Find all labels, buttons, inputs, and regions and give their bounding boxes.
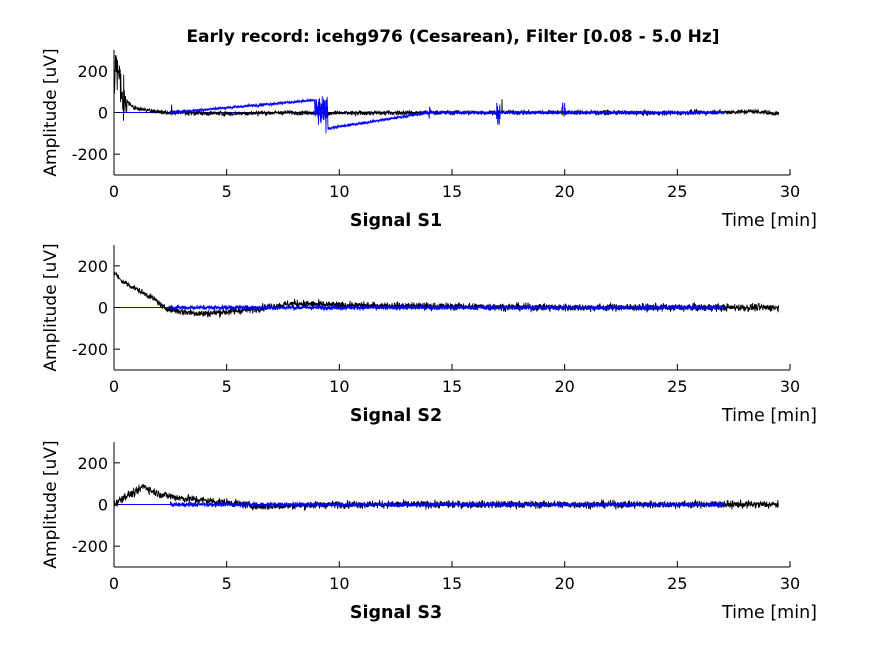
x-tick-label: 0 (109, 377, 119, 396)
x-tick-label: 10 (329, 182, 349, 201)
x-tick-label: 5 (222, 377, 232, 396)
series-line-raw (114, 483, 780, 511)
x-tick-label: 30 (780, 574, 800, 593)
y-tick-label: 200 (77, 257, 108, 276)
x-tick-label: 30 (780, 377, 800, 396)
y-tick-label: 0 (98, 496, 108, 515)
series-line-filtered (169, 96, 725, 134)
x-tick-label: 15 (442, 377, 462, 396)
y-axis-label: Amplitude [uV] (41, 48, 61, 176)
x-tick-label: 10 (329, 574, 349, 593)
y-tick-label: 200 (77, 62, 108, 81)
x-tick-label: 30 (780, 182, 800, 201)
y-axis-label: Amplitude [uV] (41, 440, 61, 568)
series-line-raw (114, 55, 780, 121)
plot-area (114, 483, 780, 511)
x-tick-label: 25 (667, 377, 687, 396)
x-tick-label: 15 (442, 182, 462, 201)
y-tick-label: 200 (77, 454, 108, 473)
y-tick-label: -200 (72, 145, 108, 164)
x-axis-label: Time [min] (721, 406, 817, 426)
x-tick-label: 5 (222, 574, 232, 593)
x-axis-label: Time [min] (721, 211, 817, 231)
y-axis-label: Amplitude [uV] (41, 243, 61, 371)
subplot-label: Signal S3 (350, 603, 442, 623)
x-tick-label: 0 (109, 182, 119, 201)
series-line-filtered (169, 303, 725, 312)
plot-area (114, 271, 780, 318)
x-tick-label: 20 (554, 377, 574, 396)
x-tick-label: 5 (222, 182, 232, 201)
y-tick-label: 0 (98, 104, 108, 123)
series-line-raw (114, 271, 780, 318)
x-tick-label: 20 (554, 574, 574, 593)
x-tick-label: 25 (667, 574, 687, 593)
y-tick-label: 0 (98, 299, 108, 318)
subplot-label: Signal S1 (350, 211, 442, 231)
x-tick-label: 20 (554, 182, 574, 201)
plot-area (114, 55, 780, 134)
x-tick-label: 25 (667, 182, 687, 201)
x-axis-label: Time [min] (721, 603, 817, 623)
subplot-label: Signal S2 (350, 406, 442, 426)
x-tick-label: 10 (329, 377, 349, 396)
chart-title: Early record: icehg976 (Cesarean), Filte… (186, 27, 719, 47)
x-tick-label: 15 (442, 574, 462, 593)
y-tick-label: -200 (72, 537, 108, 556)
x-tick-label: 0 (109, 574, 119, 593)
y-tick-label: -200 (72, 340, 108, 359)
series-line-filtered (169, 500, 725, 509)
